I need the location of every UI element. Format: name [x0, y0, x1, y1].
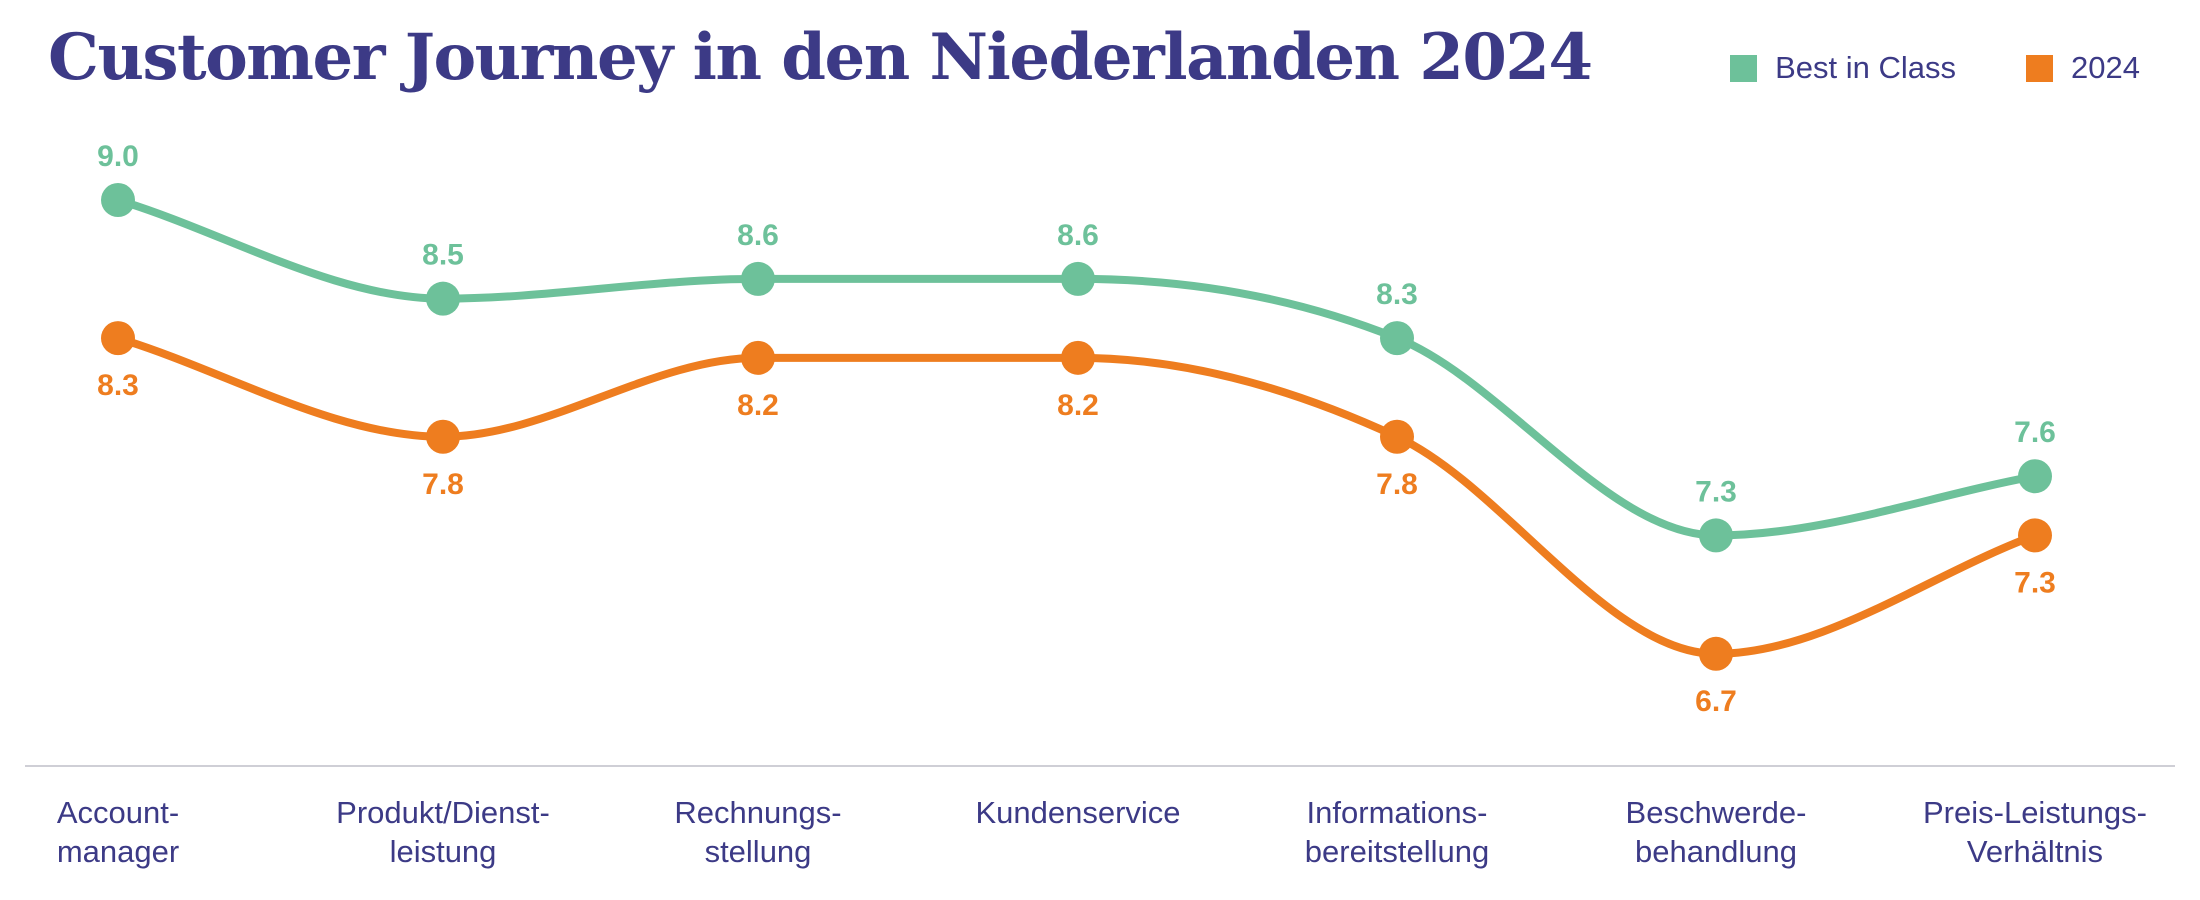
data-point-0-2 [741, 261, 775, 296]
chart-title: Customer Journey in den Niederlanden 202… [48, 20, 1593, 95]
data-label-1-4: 7.8 [1376, 468, 1418, 501]
data-label-1-0: 8.3 [97, 369, 139, 402]
x-tick-label-1-0: Produkt/Dienst- [336, 795, 550, 830]
data-label-1-1: 7.8 [422, 468, 464, 501]
data-point-1-0 [101, 321, 135, 356]
data-label-1-6: 7.3 [2014, 566, 2056, 599]
x-tick-label-4-0: Informations- [1307, 795, 1488, 830]
data-label-1-3: 8.2 [1057, 389, 1099, 422]
x-tick-label-3-0: Kundenservice [975, 795, 1180, 830]
legend-swatch-2024 [2026, 54, 2054, 82]
data-label-0-5: 7.3 [1695, 475, 1737, 508]
data-label-0-6: 7.6 [2014, 416, 2056, 449]
x-tick-label-0-0: Account- [57, 795, 179, 830]
data-label-0-1: 8.5 [422, 239, 464, 272]
data-label-0-0: 9.0 [97, 140, 139, 173]
data-point-1-6 [2018, 518, 2052, 553]
data-label-1-2: 8.2 [737, 389, 779, 422]
legend: Best in Class 2024 [1730, 50, 2140, 86]
legend-label-best-in-class: Best in Class [1775, 50, 1957, 85]
legend-item-best-in-class[interactable]: Best in Class [1730, 50, 1956, 86]
x-tick-label-4-1: bereitstellung [1305, 834, 1489, 869]
data-label-0-2: 8.6 [737, 219, 779, 252]
x-tick-label-0-1: manager [57, 834, 179, 869]
data-point-0-6 [2018, 459, 2052, 494]
data-point-0-4 [1380, 321, 1414, 356]
data-label-0-4: 8.3 [1376, 278, 1418, 311]
data-point-0-1 [426, 281, 460, 316]
data-point-1-2 [741, 340, 775, 375]
legend-item-2024[interactable]: 2024 [2026, 50, 2140, 86]
data-label-0-3: 8.6 [1057, 219, 1099, 252]
data-point-0-3 [1061, 261, 1095, 296]
x-tick-label-2-0: Rechnungs- [674, 795, 841, 830]
data-point-0-0 [101, 183, 135, 217]
data-point-1-5 [1699, 636, 1733, 671]
x-tick-label-5-1: behandlung [1635, 834, 1797, 869]
data-point-0-5 [1699, 518, 1733, 553]
x-tick-label-5-0: Beschwerde- [1626, 795, 1807, 830]
x-tick-label-6-0: Preis-Leistungs- [1923, 795, 2147, 830]
data-point-1-1 [426, 419, 460, 454]
data-point-1-3 [1061, 340, 1095, 375]
x-tick-label-1-1: leistung [390, 834, 497, 869]
legend-swatch-best-in-class [1730, 54, 1758, 82]
data-label-1-5: 6.7 [1695, 685, 1737, 718]
data-point-1-4 [1380, 419, 1414, 454]
series-line-1 [114, 334, 2039, 658]
legend-label-2024: 2024 [2071, 50, 2140, 85]
x-tick-label-2-1: stellung [705, 834, 812, 869]
x-tick-label-6-1: Verhältnis [1967, 834, 2103, 869]
